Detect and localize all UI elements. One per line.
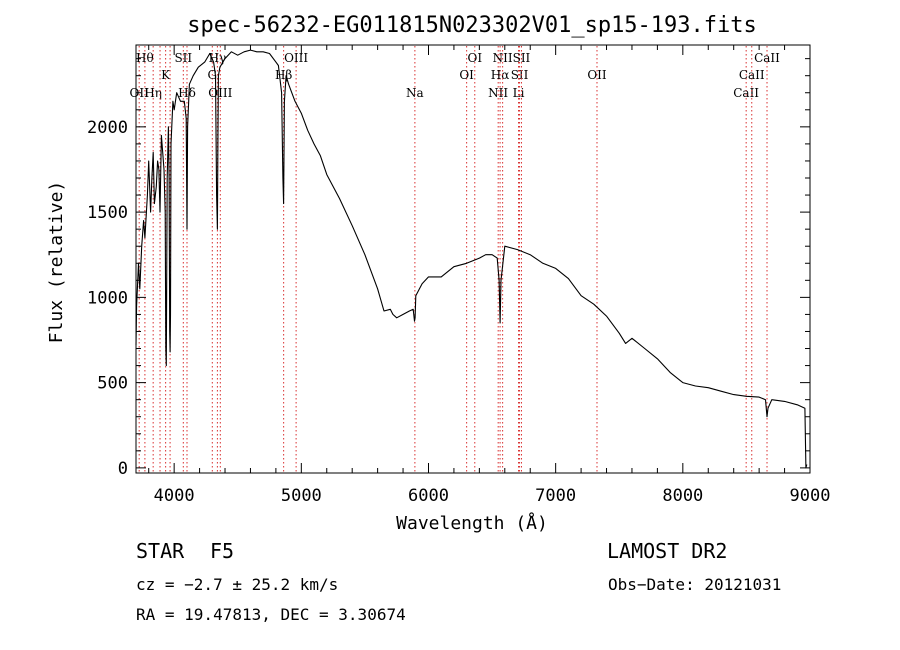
x-tick-label-9000: 9000 — [790, 486, 831, 506]
line-label-11: Hβ — [275, 68, 292, 82]
y-tick-label-1000: 1000 — [87, 288, 128, 308]
line-label-18: NII — [493, 51, 513, 65]
object-subclass: F5 — [210, 539, 234, 563]
line-label-13: Na — [406, 86, 424, 100]
plot-area: OIIHθHηKSIIHδGHγOIIIHβOIIINaOIOINIIHαNII… — [87, 44, 831, 506]
y-tick-label-500: 500 — [97, 374, 128, 394]
y-tick-label-0: 0 — [118, 459, 128, 479]
object-type: STAR — [136, 539, 185, 563]
x-axis-label: Wavelength (Å) — [396, 512, 548, 534]
line-label-10: OIII — [208, 86, 232, 100]
x-tick-label-7000: 7000 — [535, 486, 576, 506]
line-label-17: Hα — [491, 68, 510, 82]
line-label-16: NII — [488, 86, 508, 100]
x-tick-label-5000: 5000 — [281, 486, 322, 506]
line-label-7: Hδ — [178, 86, 196, 100]
spectrum-line — [135, 49, 808, 469]
redshift-velocity: cz = −2.7 ± 25.2 km/s — [136, 575, 338, 594]
line-label-14: OI — [459, 68, 474, 82]
x-tick-label-8000: 8000 — [662, 486, 703, 506]
y-tick-label-2000: 2000 — [87, 118, 128, 138]
y-axis-label: Flux (relative) — [46, 181, 67, 344]
y-tick-label-1500: 1500 — [87, 203, 128, 223]
survey-release: LAMOST DR2 — [607, 539, 727, 563]
line-label-23: CaII — [733, 86, 759, 100]
ra-dec-coordinates: RA = 19.47813, DEC = 3.30674 — [136, 605, 406, 624]
line-label-24: CaII — [739, 68, 765, 82]
line-label-12: OIII — [284, 51, 308, 65]
line-label-2: Hη — [144, 86, 162, 100]
line-label-20: SII — [511, 68, 529, 82]
x-tick-label-6000: 6000 — [408, 486, 449, 506]
chart-title: spec-56232-EG011815N023302V01_sp15-193.f… — [187, 13, 757, 38]
line-label-19: Li — [513, 86, 525, 100]
line-label-15: OI — [467, 51, 482, 65]
observation-date: Obs−Date: 20121031 — [608, 575, 781, 594]
plot-frame — [135, 44, 811, 474]
line-label-6: SII — [174, 51, 192, 65]
line-label-1: Hθ — [136, 51, 154, 65]
line-label-22: OII — [587, 68, 607, 82]
line-label-4: K — [161, 68, 171, 82]
line-label-25: CaII — [754, 51, 780, 65]
line-label-8: G — [208, 68, 218, 82]
line-label-21: SII — [513, 51, 531, 65]
x-tick-label-4000: 4000 — [154, 486, 195, 506]
